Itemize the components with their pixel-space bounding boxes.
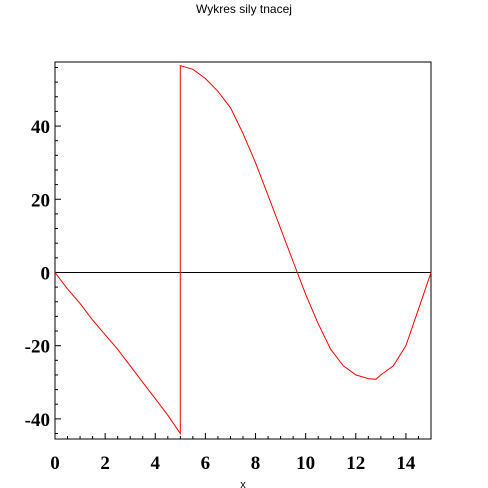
x-tick-label: 10 [296, 453, 315, 474]
x-axis-label: x [240, 479, 246, 488]
x-tick-label: 14 [396, 453, 416, 474]
plot-frame [54, 61, 432, 440]
x-tick-label: 8 [251, 453, 261, 474]
x-tick-label: 6 [201, 453, 211, 474]
y-tick-label: -40 [25, 410, 50, 431]
y-tick-labels: -40 -20 0 20 40 [25, 117, 50, 431]
x-tick-label: 12 [346, 453, 365, 474]
x-tick-label: 2 [100, 453, 110, 474]
chart-title: Wykres sily tnacej [196, 2, 292, 16]
y-tick-label: 40 [31, 117, 50, 138]
x-tick-labels: 0 2 4 6 8 10 12 14 [50, 453, 416, 474]
x-tick-label: 0 [50, 453, 60, 474]
y-tick-label: 0 [41, 263, 51, 284]
x-tick-label: 4 [151, 453, 161, 474]
y-tick-label: 20 [31, 190, 50, 211]
series-line [54, 65, 432, 436]
y-tick-label: -20 [25, 337, 50, 358]
tick-marks [54, 66, 432, 439]
